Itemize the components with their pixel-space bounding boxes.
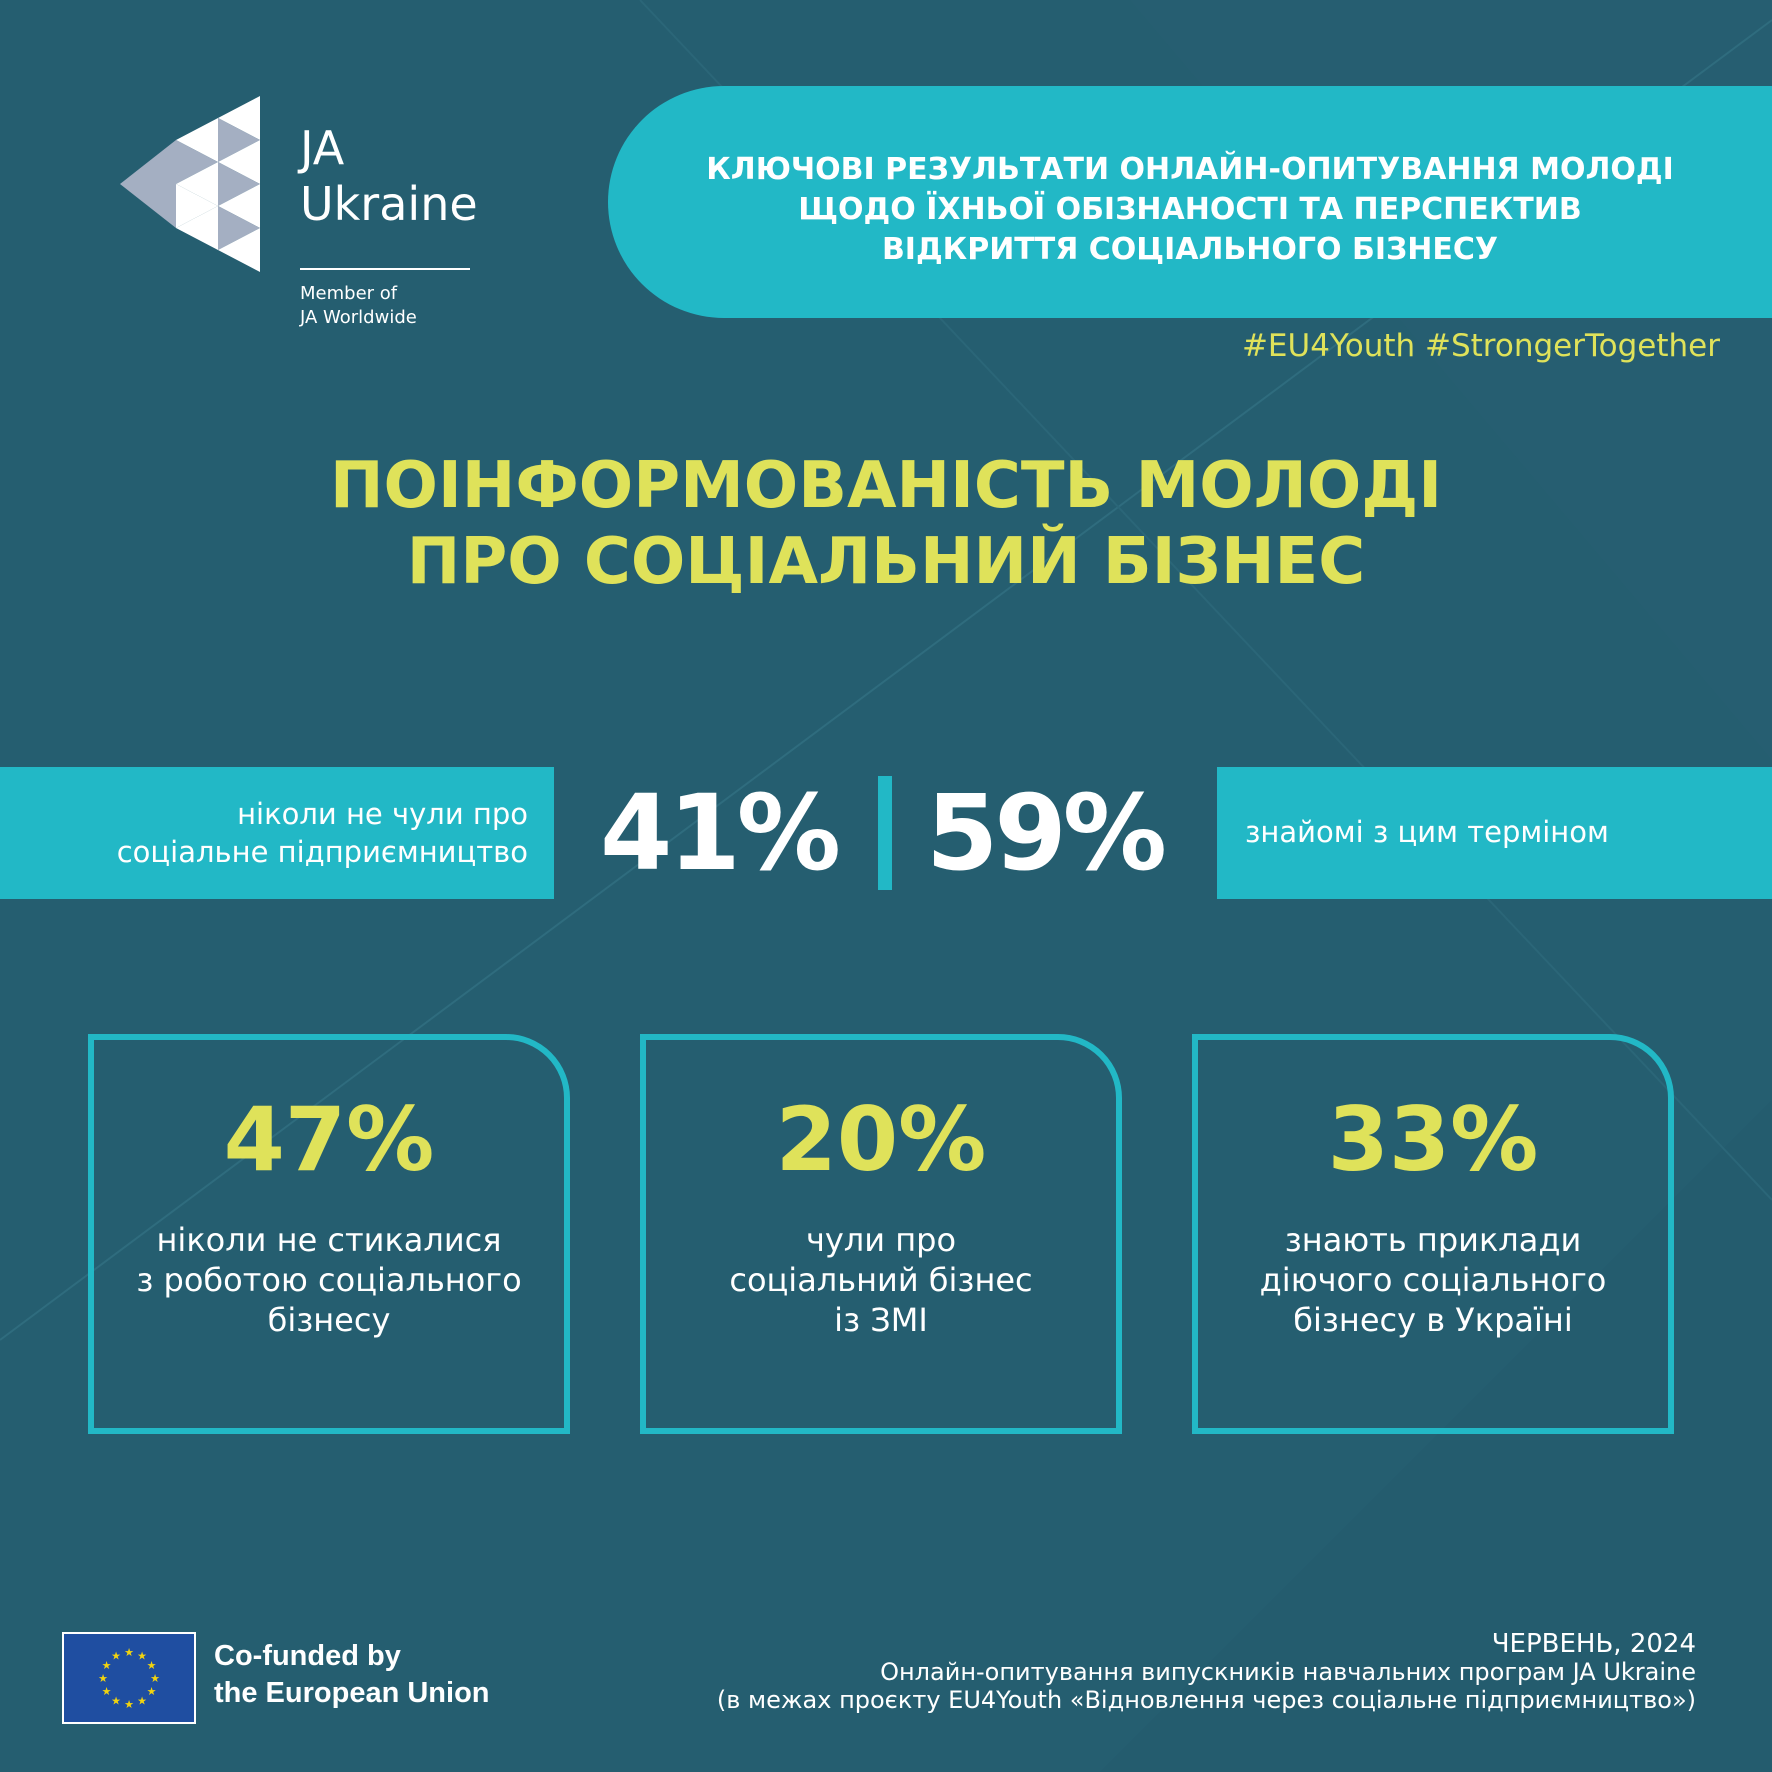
stat-card-label-line: із ЗМІ bbox=[834, 1301, 928, 1339]
eu-text-line-2: the European Union bbox=[214, 1677, 490, 1709]
ja-triangles-icon bbox=[120, 96, 260, 272]
member-line-2: JA Worldwide bbox=[300, 307, 417, 328]
stat-card-label: знають приклади діючого соціального бізн… bbox=[1198, 1220, 1668, 1340]
eu-cofunded-text: Co-funded by the European Union bbox=[214, 1638, 490, 1712]
stat-card-label-line: діючого соціального bbox=[1259, 1261, 1607, 1299]
stat-card-label-line: чули про bbox=[805, 1221, 957, 1259]
svg-text:★: ★ bbox=[98, 1672, 108, 1685]
main-title-line-1: ПОІНФОРМОВАНІСТЬ МОЛОДІ bbox=[329, 449, 1443, 523]
stat-card-label: чули про соціальний бізнес із ЗМІ bbox=[646, 1220, 1116, 1340]
stat-card-value: 20% bbox=[775, 1088, 987, 1191]
svg-text:★: ★ bbox=[137, 1650, 147, 1663]
eu-flag-icon: ★ ★ ★ ★ ★ ★ ★ ★ ★ ★ ★ ★ bbox=[62, 1632, 196, 1724]
stat-card-label-line: знають приклади bbox=[1284, 1221, 1582, 1259]
main-title: ПОІНФОРМОВАНІСТЬ МОЛОДІ ПРО СОЦІАЛЬНИЙ Б… bbox=[0, 448, 1772, 600]
header-title: КЛЮЧОВІ РЕЗУЛЬТАТИ ОНЛАЙН-ОПИТУВАННЯ МОЛ… bbox=[640, 150, 1740, 270]
svg-text:★: ★ bbox=[102, 1659, 112, 1672]
svg-text:★: ★ bbox=[150, 1672, 160, 1685]
eu-text-line-1: Co-funded by bbox=[214, 1640, 401, 1672]
footer-source: ЧЕРВЕНЬ, 2024 Онлайн-опитування випускни… bbox=[596, 1630, 1696, 1714]
stat-card-label-line: бізнесу в Україні bbox=[1293, 1301, 1573, 1339]
svg-text:★: ★ bbox=[111, 1695, 121, 1708]
familiar-bar: знайомі з цим терміном bbox=[1217, 767, 1772, 899]
stat-card-label-line: ніколи не стикалися bbox=[156, 1221, 502, 1259]
svg-text:★: ★ bbox=[124, 1646, 134, 1659]
svg-text:★: ★ bbox=[137, 1695, 147, 1708]
stat-card: 47% ніколи не стикалися з роботою соціал… bbox=[88, 1034, 570, 1434]
footer-source-line-1: Онлайн-опитування випускників навчальних… bbox=[880, 1658, 1696, 1686]
familiar-percent: 59% bbox=[926, 772, 1167, 894]
svg-text:★: ★ bbox=[147, 1685, 157, 1698]
logo-member-text: Member of JA Worldwide bbox=[300, 282, 417, 330]
hashtags: #EU4Youth #StrongerTogether bbox=[1241, 328, 1720, 364]
logo-text-ukraine: Ukraine bbox=[300, 177, 478, 231]
header-title-line-3: ВІДКРИТТЯ СОЦІАЛЬНОГО БІЗНЕСУ bbox=[881, 232, 1499, 267]
logo-divider bbox=[300, 268, 470, 270]
never-heard-label-line-2: соціальне підприємництво bbox=[116, 835, 528, 869]
stat-card-value: 33% bbox=[1327, 1088, 1539, 1191]
main-title-line-2: ПРО СОЦІАЛЬНИЙ БІЗНЕС bbox=[406, 525, 1366, 599]
footer-date: ЧЕРВЕНЬ, 2024 bbox=[1491, 1629, 1696, 1659]
familiar-label: знайомі з цим терміном bbox=[1245, 815, 1609, 849]
stat-card: 20% чули про соціальний бізнес із ЗМІ bbox=[640, 1034, 1122, 1434]
stat-card-value: 47% bbox=[223, 1088, 435, 1191]
svg-text:★: ★ bbox=[111, 1650, 121, 1663]
stat-card-label-line: бізнесу bbox=[267, 1301, 391, 1339]
svg-text:★: ★ bbox=[147, 1659, 157, 1672]
footer-source-line-2: (в межах проєкту EU4Youth «Відновлення ч… bbox=[716, 1686, 1696, 1714]
ja-ukraine-logo: JA Ukraine Member of JA Worldwide bbox=[120, 96, 540, 336]
header-banner bbox=[608, 86, 1772, 318]
header-title-line-1: КЛЮЧОВІ РЕЗУЛЬТАТИ ОНЛАЙН-ОПИТУВАННЯ МОЛ… bbox=[706, 152, 1674, 187]
never-heard-label-line-1: ніколи не чули про bbox=[237, 797, 528, 831]
header-title-line-2: ЩОДО ЇХНЬОЇ ОБІЗНАНОСТІ ТА ПЕРСПЕКТИВ bbox=[798, 192, 1582, 227]
stat-card-label: ніколи не стикалися з роботою соціальног… bbox=[94, 1220, 564, 1340]
svg-text:★: ★ bbox=[124, 1698, 134, 1711]
stat-card-label-line: з роботою соціального bbox=[136, 1261, 522, 1299]
stat-card: 33% знають приклади діючого соціального … bbox=[1192, 1034, 1674, 1434]
never-heard-bar: ніколи не чули про соціальне підприємниц… bbox=[0, 767, 554, 899]
percent-divider bbox=[878, 776, 892, 890]
svg-text:★: ★ bbox=[102, 1685, 112, 1698]
stat-card-label-line: соціальний бізнес bbox=[729, 1261, 1033, 1299]
never-heard-percent: 41% bbox=[600, 772, 841, 894]
logo-text-ja: JA bbox=[300, 121, 345, 175]
never-heard-label: ніколи не чули про соціальне підприємниц… bbox=[8, 795, 528, 871]
member-line-1: Member of bbox=[300, 283, 398, 304]
